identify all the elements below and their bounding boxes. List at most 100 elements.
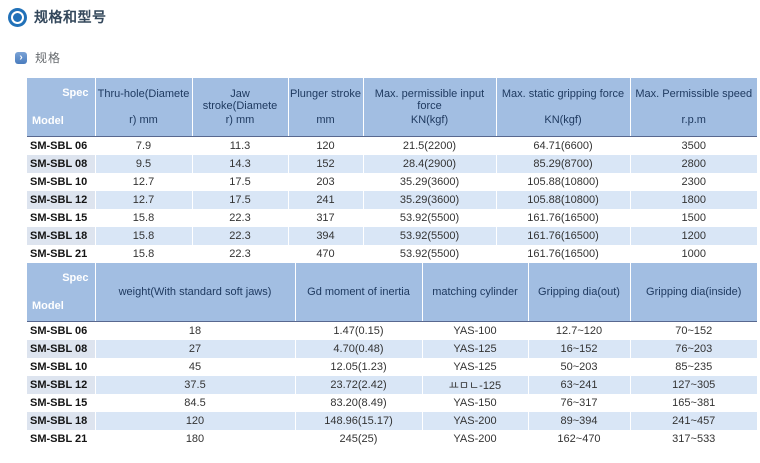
section-label: 规格 [35, 51, 62, 65]
table-row: SM-SBL 12 12.7 17.5 241 35.29(3600) 105.88(10… [27, 191, 757, 209]
value-cell: 16~152 [528, 340, 631, 358]
value-cell: 35.29(3600) [363, 191, 497, 209]
value-cell: 53.92(5500) [363, 209, 497, 227]
header-row: Spec Model Thru-hole(Diamete r) mm Jaw strok… [27, 78, 757, 137]
value-cell: 76~203 [630, 340, 757, 358]
value-cell: 1500 [681, 212, 706, 224]
value-cell: 12.05(1.23) [295, 358, 423, 376]
value-cell: 17.5 [192, 191, 289, 209]
table-row: SM-SBL 21 15.8 22.3 470 53.92(5500) 161.76(16… [27, 245, 757, 263]
value-cell: 11.3 [192, 136, 289, 155]
value-cell: 27 [95, 340, 296, 358]
value-cell: 394 [288, 227, 364, 245]
value-cell: 1.47(0.15) [295, 321, 423, 340]
value-cell: 35.29(3600) [363, 173, 497, 191]
value-cell: 148.96(15.17) [295, 412, 423, 430]
table-row: SM-SBL 06 7.9 11.3 120 21.5(2200) 64.71(6600)… [27, 136, 757, 155]
corner-cell: Spec Model [27, 263, 96, 322]
table-row: SM-SBL 10 45 12.05(1.23) YAS-125 50~203 85~23… [27, 358, 757, 376]
value-cell: ㅛㅁㄴ-125 [422, 376, 529, 394]
table-row: SM-SBL 15 84.5 83.20(8.49) YAS-150 76~317 165… [27, 394, 757, 412]
table-row: SM-SBL 18 120 148.96(15.17) YAS-200 89~394 24… [27, 412, 757, 430]
model-cell: SM-SBL 15 [27, 394, 96, 412]
value-cell: 63~241 [528, 376, 631, 394]
model-cell: SM-SBL 10 [27, 358, 96, 376]
column-header: Thru-hole(Diamete r) mm [95, 78, 193, 137]
value-cell: 84.5 [95, 394, 296, 412]
column-header: Max. permissible input force KN(kgf) [363, 78, 497, 137]
value-cell: 241 [288, 191, 364, 209]
value-cell: 105.88(10800) [496, 173, 631, 191]
value-cell: 89~394 [528, 412, 631, 430]
value-cell: YAS-125 [422, 358, 529, 376]
value-cell: 161.76(16500) [496, 245, 631, 263]
value-cell: 22.3 [192, 245, 289, 263]
value-cell: 12.7~120 [528, 321, 631, 340]
value-cell: 53.92(5500) [363, 245, 497, 263]
column-header: Plunger stroke mm [288, 78, 364, 137]
value-cell: 37.5 [95, 376, 296, 394]
model-cell: SM-SBL 21 [27, 430, 96, 448]
model-cell: SM-SBL 06 [27, 136, 96, 155]
column-header: Gripping dia(out) [528, 263, 631, 322]
value-cell: YAS-150 [422, 394, 529, 412]
value-cell: 470 [288, 245, 364, 263]
value-cell: 12.7 [95, 173, 193, 191]
spec-table-1: Spec Model Thru-hole(Diamete r) mm Jaw strok… [27, 78, 757, 263]
value-cell: 15.8 [95, 245, 193, 263]
value-cell: 18 [95, 321, 296, 340]
value-cell: 4.70(0.48) [295, 340, 423, 358]
model-cell: SM-SBL 08 [27, 155, 96, 173]
value-cell: 15.8 [95, 209, 193, 227]
value-cell: 317 [288, 209, 364, 227]
table-row: SM-SBL 08 27 4.70(0.48) YAS-125 16~152 76~203 [27, 340, 757, 358]
table-row: SM-SBL 10 12.7 17.5 203 35.29(3600) 105.88(10… [27, 173, 757, 191]
table-row: SM-SBL 18 15.8 22.3 394 53.92(5500) 161.76(16… [27, 227, 757, 245]
column-header: Max. static gripping force KN(kgf) [496, 78, 631, 137]
value-cell: 1200 [630, 227, 757, 245]
radio-bullet-icon [11, 10, 24, 24]
value-cell: 85~235 [675, 361, 713, 373]
value-cell: 1000 [681, 248, 706, 260]
value-cell: 70~152 [675, 325, 713, 337]
value-cell: 245(25) [295, 430, 423, 448]
value-cell: 317~533 [672, 433, 716, 445]
corner-spec-label: Spec [62, 87, 89, 99]
value-cell: 85.29(8700) [496, 155, 631, 173]
value-cell: YAS-100 [422, 321, 529, 340]
column-header: Max. Permissible speed r.p.m [630, 78, 757, 137]
value-cell: 9.5 [95, 155, 193, 173]
page-title-row: 规格和型号 [8, 7, 107, 27]
value-cell: 83.20(8.49) [295, 394, 423, 412]
value-cell: 12.7 [95, 191, 193, 209]
model-cell: SM-SBL 06 [27, 321, 96, 340]
model-cell: SM-SBL 21 [27, 245, 96, 263]
value-cell: 105.88(10800) [496, 191, 631, 209]
value-cell: 161.76(16500) [496, 209, 631, 227]
column-header: weight(With standard soft jaws) [95, 263, 296, 322]
spec-tables: Spec Model Thru-hole(Diamete r) mm Jaw strok… [27, 78, 757, 448]
value-cell: 1800 [630, 191, 757, 209]
value-cell: YAS-200 [422, 430, 529, 448]
table-row: SM-SBL 21 180 245(25) YAS-200 162~470 317~533 [27, 430, 757, 448]
value-cell: 23.72(2.42) [295, 376, 423, 394]
value-cell: 162~470 [528, 430, 631, 448]
page-title: 规格和型号 [34, 9, 107, 25]
corner-model-label: Model [32, 115, 64, 127]
value-cell: 15.8 [95, 227, 193, 245]
value-cell: 76~317 [528, 394, 631, 412]
value-cell: 120 [288, 136, 364, 155]
value-cell: 28.4(2900) [363, 155, 497, 173]
value-cell: 64.71(6600) [496, 136, 631, 155]
value-cell: 17.5 [192, 173, 289, 191]
value-cell: 50~203 [528, 358, 631, 376]
model-cell: SM-SBL 12 [27, 376, 96, 394]
value-cell: 3500 [681, 140, 706, 152]
value-cell: 2300 [681, 176, 706, 188]
value-cell: 45 [95, 358, 296, 376]
table-row: SM-SBL 06 18 1.47(0.15) YAS-100 12.7~120 70~1… [27, 321, 757, 340]
table-row: SM-SBL 08 9.5 14.3 152 28.4(2900) 85.29(8700)… [27, 155, 757, 173]
value-cell: 53.92(5500) [363, 227, 497, 245]
value-cell: 241~457 [630, 412, 757, 430]
value-cell: 180 [95, 430, 296, 448]
